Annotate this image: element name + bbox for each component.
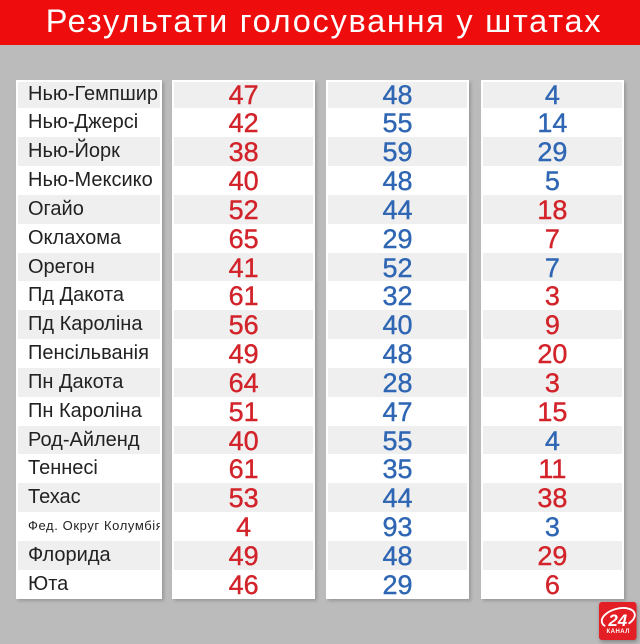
svg-text:24: 24 — [607, 611, 627, 630]
svg-text:КАНАЛ: КАНАЛ — [606, 629, 629, 635]
